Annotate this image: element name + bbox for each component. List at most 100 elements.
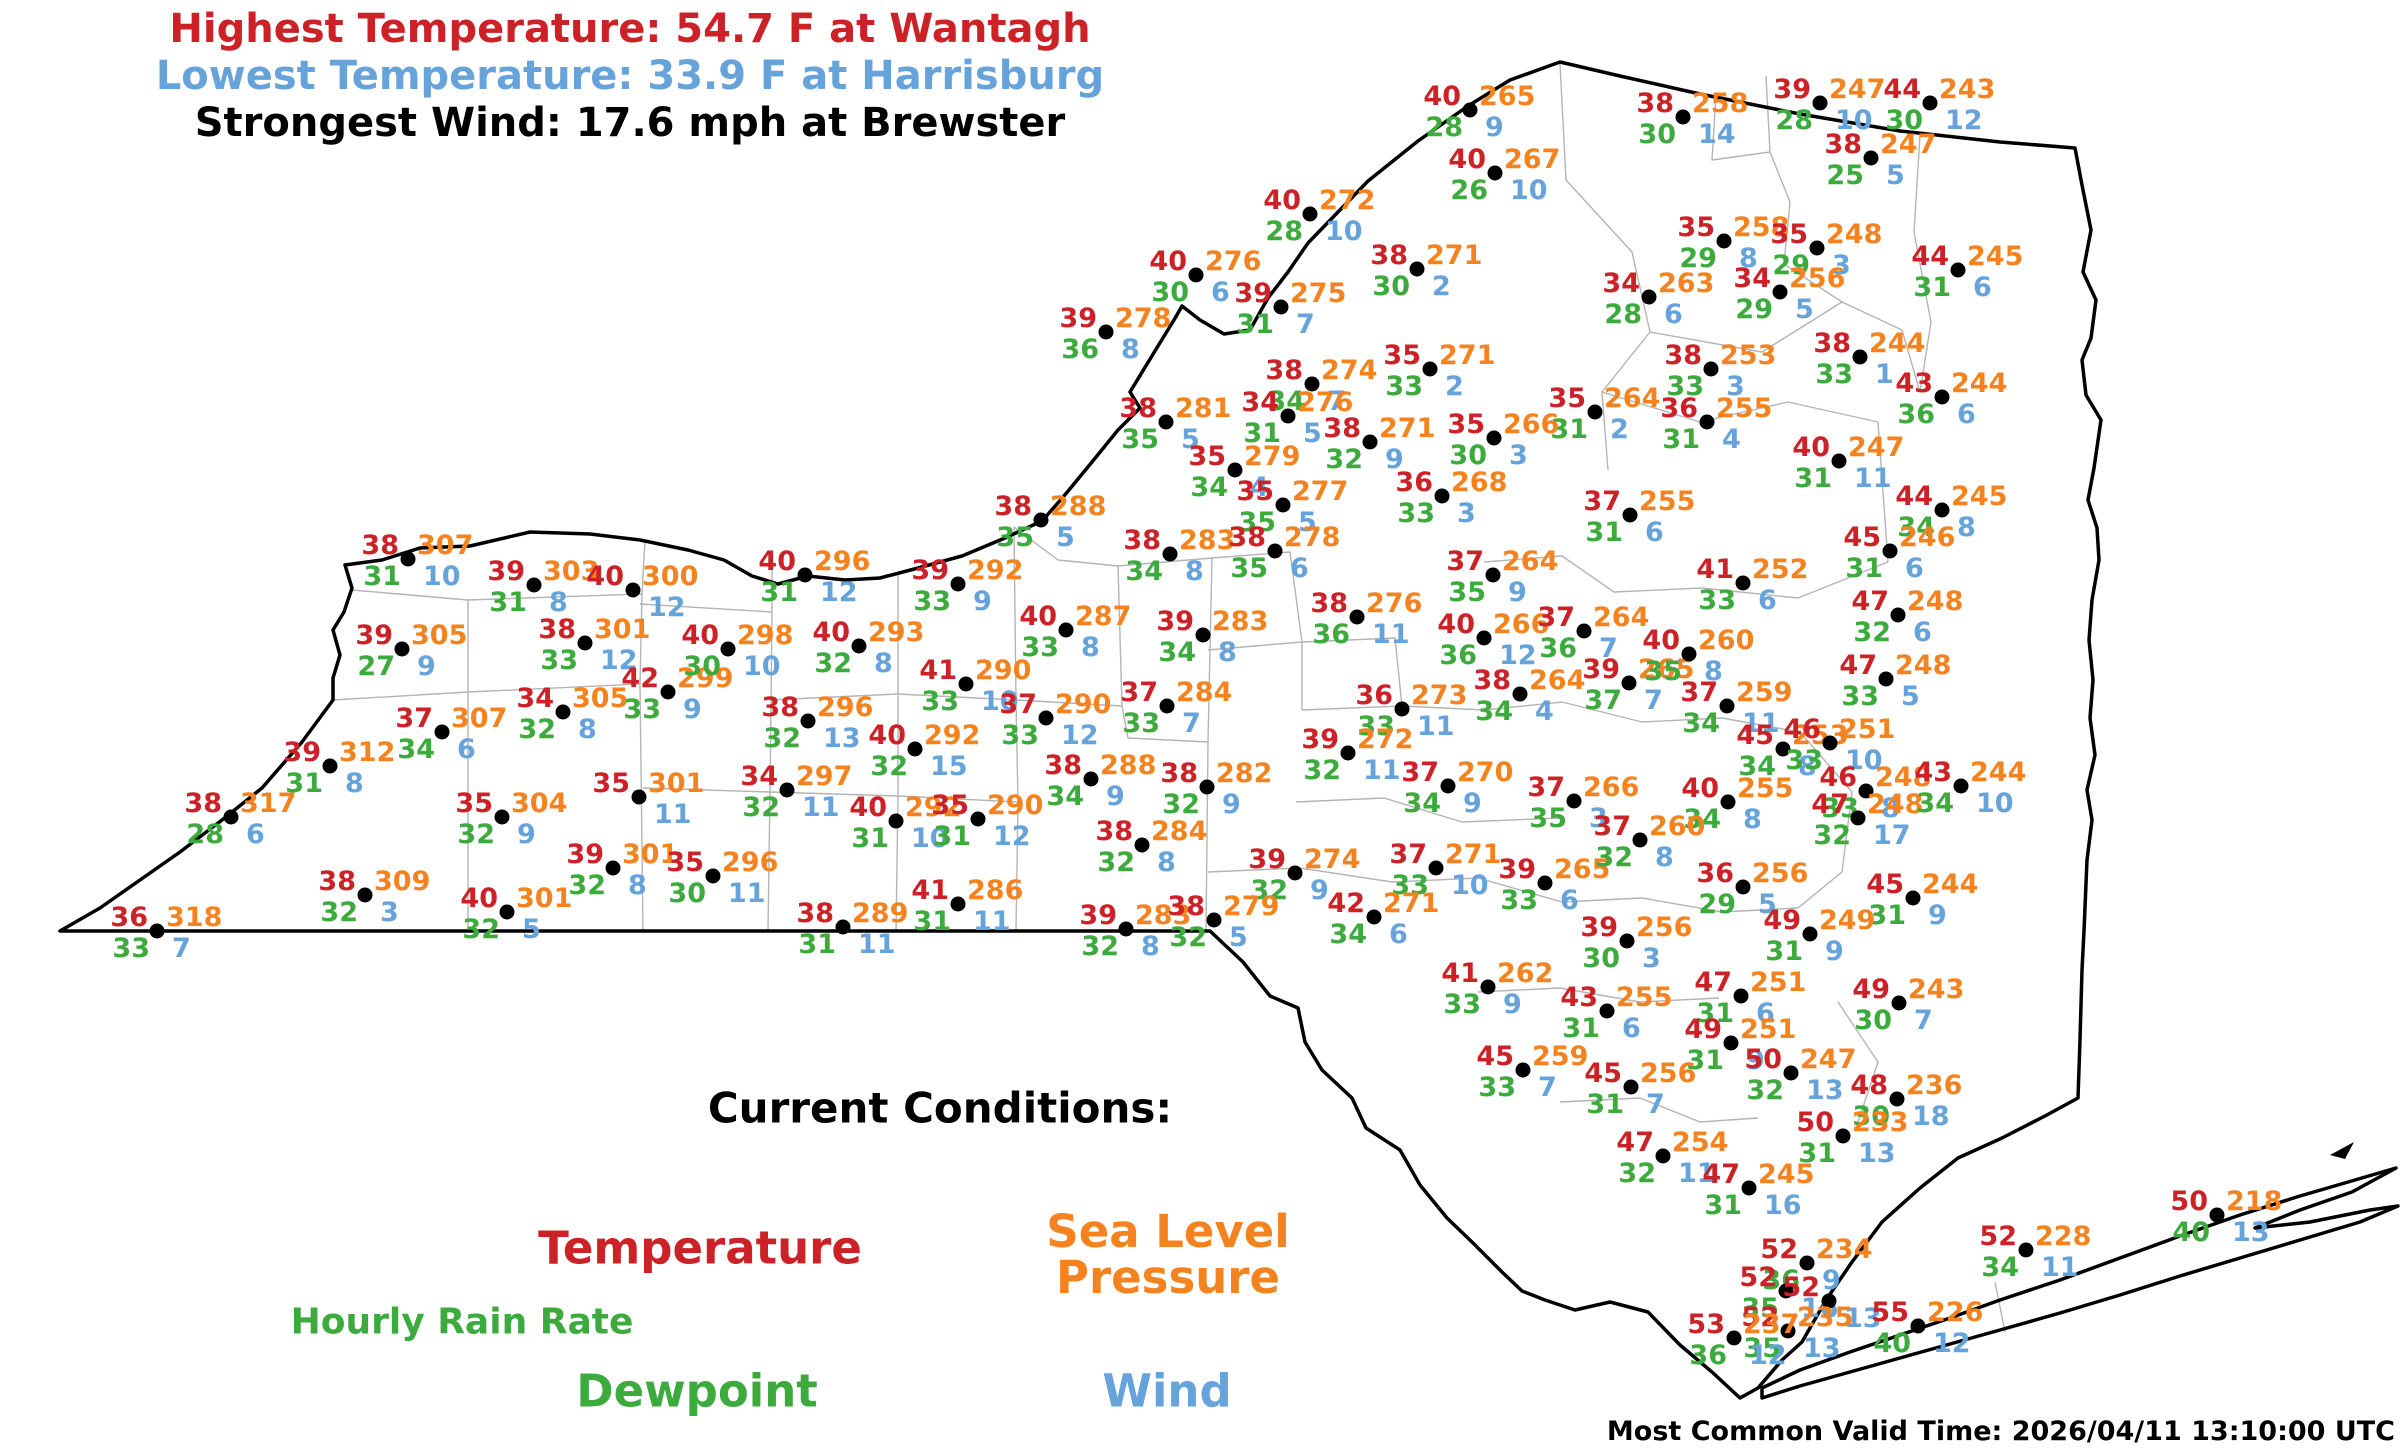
weather-station: 41 286 31 11 bbox=[911, 875, 1023, 937]
station-dot bbox=[1302, 206, 1318, 222]
station-pressure: 235 bbox=[1797, 1302, 1853, 1333]
station-dewpoint: 33 bbox=[112, 933, 150, 964]
weather-station: 47 248 32 17 bbox=[1811, 789, 1923, 851]
station-pressure: 260 bbox=[1649, 811, 1705, 842]
station-temperature: 38 bbox=[796, 898, 834, 929]
state-border bbox=[58, 60, 2400, 1400]
station-temperature: 39 bbox=[1156, 606, 1194, 637]
station-wind: 9 bbox=[517, 819, 536, 850]
station-dot bbox=[1273, 299, 1289, 315]
station-wind: 13 bbox=[2232, 1217, 2270, 1248]
weather-station: 49 251 31 9 bbox=[1684, 1014, 1796, 1076]
weather-station: 37 290 33 12 bbox=[999, 689, 1111, 751]
station-temperature: 34 bbox=[740, 761, 778, 792]
weather-station: 40 301 32 5 bbox=[460, 883, 572, 945]
station-dewpoint: 33 bbox=[1122, 708, 1160, 739]
station-dewpoint: 32 bbox=[870, 751, 908, 782]
weather-station: 47 245 31 16 bbox=[1702, 1159, 1814, 1221]
station-dot bbox=[1863, 150, 1879, 166]
station-dot bbox=[1953, 778, 1969, 794]
station-dot bbox=[149, 923, 165, 939]
weather-station: 37 255 31 6 bbox=[1583, 486, 1695, 548]
weather-station: 35 248 29 3 bbox=[1770, 219, 1882, 281]
station-pressure: 245 bbox=[1951, 481, 2007, 512]
weather-station: 41 252 33 6 bbox=[1696, 554, 1808, 616]
station-dot bbox=[1775, 741, 1791, 757]
station-pressure: 265 bbox=[1479, 81, 1535, 112]
station-dewpoint: 30 bbox=[1854, 1005, 1892, 1036]
weather-station: 52 235 35 13 bbox=[1741, 1302, 1853, 1364]
station-wind: 13 bbox=[823, 723, 861, 754]
station-pressure: 283 bbox=[1135, 900, 1191, 931]
station-temperature: 52 bbox=[1739, 1262, 1777, 1293]
station-dewpoint: 35 bbox=[1448, 577, 1486, 608]
station-wind: 6 bbox=[1913, 617, 1932, 648]
station-wind: 12 bbox=[600, 645, 638, 676]
station-pressure: 248 bbox=[1826, 219, 1882, 250]
weather-station: 40 266 36 12 bbox=[1437, 609, 1549, 671]
station-wind: 6 bbox=[1645, 517, 1664, 548]
station-temperature: 35 bbox=[1677, 212, 1715, 243]
weather-station: 40 260 35 8 bbox=[1642, 625, 1754, 687]
station-temperature: 39 bbox=[1059, 303, 1097, 334]
station-wind: 8 bbox=[1743, 804, 1762, 835]
station-wind: 3 bbox=[1832, 250, 1851, 281]
station-pressure: 256 bbox=[1636, 912, 1692, 943]
station-dot bbox=[1434, 488, 1450, 504]
station-wind: 3 bbox=[380, 897, 399, 928]
station-pressure: 271 bbox=[1445, 839, 1501, 870]
station-dewpoint: 31 bbox=[1704, 1190, 1742, 1221]
station-temperature: 49 bbox=[1684, 1014, 1722, 1045]
station-dot bbox=[322, 758, 338, 774]
station-pressure: 255 bbox=[1737, 773, 1793, 804]
weather-station: 35 279 34 4 bbox=[1188, 441, 1300, 503]
station-dot bbox=[1486, 430, 1502, 446]
station-dewpoint: 29 bbox=[1679, 243, 1717, 274]
strongest-wind-line: Strongest Wind: 17.6 mph at Brewster bbox=[194, 100, 1066, 146]
station-temperature: 39 bbox=[566, 839, 604, 870]
weather-station: 38 301 33 12 bbox=[538, 614, 650, 676]
station-wind: 11 bbox=[1742, 708, 1780, 739]
station-temperature: 40 bbox=[681, 620, 719, 651]
station-wind: 13 bbox=[1803, 1333, 1841, 1364]
station-wind: 8 bbox=[1881, 793, 1900, 824]
station-dot bbox=[1340, 745, 1356, 761]
station-dot bbox=[1227, 462, 1243, 478]
station-wind: 9 bbox=[1503, 989, 1522, 1020]
station-wind: 8 bbox=[1218, 637, 1237, 668]
station-temperature: 36 bbox=[1696, 858, 1734, 889]
station-dot bbox=[779, 782, 795, 798]
station-pressure: 236 bbox=[1906, 1070, 1962, 1101]
station-pressure: 298 bbox=[737, 620, 793, 651]
station-pressure: 283 bbox=[1179, 525, 1235, 556]
station-pressure: 307 bbox=[451, 703, 507, 734]
station-wind: 6 bbox=[1211, 277, 1230, 308]
station-dewpoint: 31 bbox=[1585, 517, 1623, 548]
station-pressure: 282 bbox=[1216, 758, 1272, 789]
station-dewpoint: 32 bbox=[1162, 789, 1200, 820]
station-dewpoint: 33 bbox=[1841, 681, 1879, 712]
station-temperature: 52 bbox=[1741, 1302, 1779, 1333]
highest-temperature-line: Highest Temperature: 54.7 F at Wantagh bbox=[169, 6, 1091, 52]
station-wind: 11 bbox=[2041, 1252, 2079, 1283]
station-wind: 9 bbox=[683, 694, 702, 725]
station-wind: 9 bbox=[1385, 444, 1404, 475]
station-dewpoint: 32 bbox=[1595, 842, 1633, 873]
station-temperature: 43 bbox=[1560, 982, 1598, 1013]
station-dot bbox=[1799, 1255, 1815, 1271]
station-wind: 8 bbox=[1185, 556, 1204, 587]
station-dewpoint: 32 bbox=[763, 723, 801, 754]
station-wind: 10 bbox=[1845, 745, 1883, 776]
lowest-temperature-line: Lowest Temperature: 33.9 F at Harrisburg bbox=[155, 53, 1105, 99]
station-pressure: 290 bbox=[987, 790, 1043, 821]
station-pressure: 266 bbox=[1583, 772, 1639, 803]
station-temperature: 43 bbox=[1914, 757, 1952, 788]
station-temperature: 38 bbox=[1310, 588, 1348, 619]
station-temperature: 38 bbox=[1119, 393, 1157, 424]
station-dewpoint: 32 bbox=[1853, 617, 1891, 648]
station-pressure: 247 bbox=[1800, 1044, 1856, 1075]
station-wind: 7 bbox=[1182, 708, 1201, 739]
station-dot bbox=[526, 577, 542, 593]
